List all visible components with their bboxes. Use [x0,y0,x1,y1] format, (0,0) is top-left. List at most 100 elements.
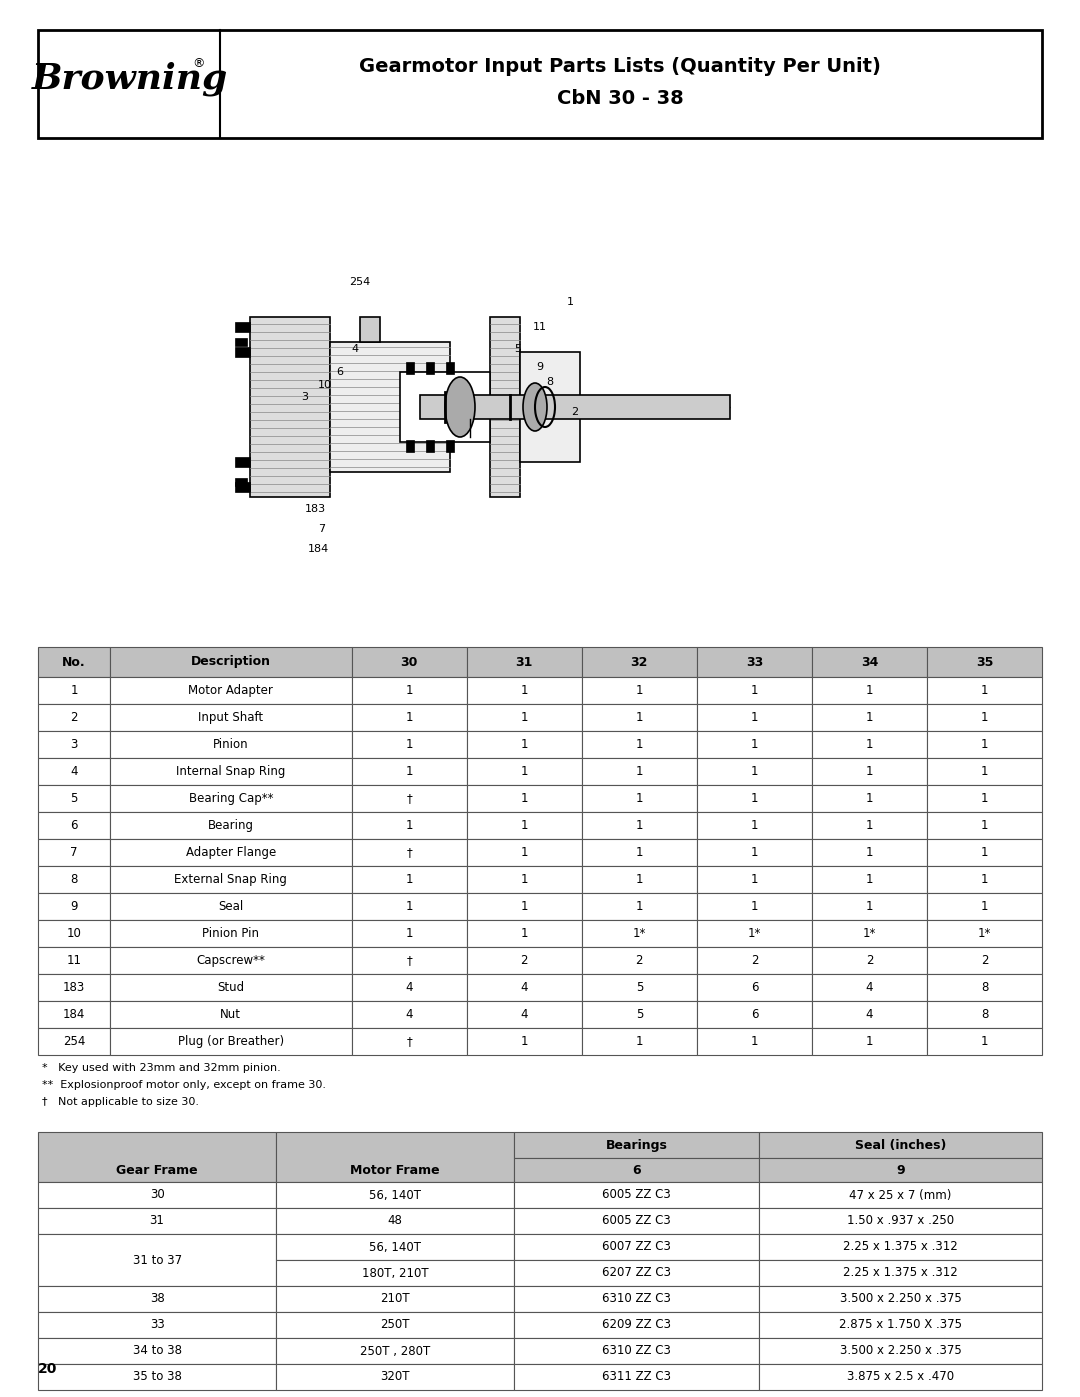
Text: 1: 1 [751,900,758,914]
Bar [582,731,697,759]
Text: 6207 ZZ C3: 6207 ZZ C3 [602,1267,671,1280]
Bar [812,759,927,785]
Bar [927,974,1042,1002]
Text: 1: 1 [405,819,413,833]
Bar [249,317,330,497]
Bar [697,678,812,704]
Text: 5: 5 [514,344,522,353]
Bar [514,1208,759,1234]
Text: 20: 20 [38,1362,57,1376]
Bar [276,1208,514,1234]
Bar [467,921,582,947]
Bar [352,1028,467,1055]
Bar [352,678,467,704]
Bar [582,678,697,704]
Text: 183: 183 [305,504,325,514]
Bar [276,1363,514,1390]
Bar [276,1234,514,1260]
Bar [110,785,352,812]
Bar [467,840,582,866]
Text: 250T: 250T [380,1319,410,1331]
Bar [927,840,1042,866]
Text: **  Explosionproof motor only, except on frame 30.: ** Explosionproof motor only, except on … [42,1080,326,1090]
Text: 184: 184 [63,1009,85,1021]
Bar [38,1182,276,1208]
Ellipse shape [523,383,546,432]
Text: 1: 1 [981,873,988,886]
Bar [420,395,730,419]
Text: 2.875 x 1.750 X .375: 2.875 x 1.750 X .375 [839,1319,962,1331]
Text: 1*: 1* [747,928,761,940]
Text: 6: 6 [337,367,343,377]
Bar [759,1158,1042,1182]
Bar [697,921,812,947]
Text: 250T , 280T: 250T , 280T [360,1344,430,1358]
Text: 2: 2 [636,954,643,967]
Text: 1: 1 [636,900,643,914]
Bar [514,1132,759,1158]
Bar [406,440,414,453]
Text: 33: 33 [746,655,764,669]
Text: 4: 4 [405,981,413,995]
Text: 3.875 x 2.5 x .470: 3.875 x 2.5 x .470 [847,1370,954,1383]
Bar [38,812,110,840]
Bar [110,947,352,974]
Text: Motor Frame: Motor Frame [350,1164,440,1176]
Bar [759,1260,1042,1287]
Text: Seal: Seal [218,900,243,914]
Text: 35: 35 [976,655,994,669]
Text: 56, 140T: 56, 140T [369,1189,421,1201]
Text: 1: 1 [981,847,988,859]
Bar [812,921,927,947]
Text: ®: ® [192,57,204,70]
Bar [759,1208,1042,1234]
Text: Nut: Nut [220,1009,241,1021]
Text: 9: 9 [537,362,543,372]
Text: 10: 10 [67,928,81,940]
Bar [38,785,110,812]
Bar [352,974,467,1002]
Bar [697,866,812,893]
Text: Motor Adapter: Motor Adapter [188,685,273,697]
Text: 1: 1 [405,873,413,886]
Bar [235,321,249,332]
Text: 1: 1 [981,900,988,914]
Bar [110,1002,352,1028]
Bar [38,647,110,678]
Bar [697,947,812,974]
Bar [582,947,697,974]
Text: 10: 10 [318,380,332,390]
Bar [582,812,697,840]
Bar [927,921,1042,947]
Text: 3: 3 [70,738,78,752]
Text: 6310 ZZ C3: 6310 ZZ C3 [603,1292,671,1306]
Text: 1.50 x .937 x .250: 1.50 x .937 x .250 [847,1214,954,1228]
Bar [467,785,582,812]
Text: †: † [406,847,413,859]
Text: 31 to 37: 31 to 37 [133,1253,181,1267]
Bar [697,731,812,759]
Bar [235,338,247,346]
Text: 1: 1 [521,711,528,724]
Bar [927,812,1042,840]
Text: 1: 1 [751,792,758,805]
Text: †   Not applicable to size 30.: † Not applicable to size 30. [42,1097,199,1106]
Text: 11: 11 [67,954,81,967]
Bar [812,1028,927,1055]
Text: 34: 34 [861,655,878,669]
Bar [352,785,467,812]
Bar [697,1002,812,1028]
Bar [582,759,697,785]
Text: 47 x 25 x 7 (mm): 47 x 25 x 7 (mm) [849,1189,951,1201]
Bar [812,704,927,731]
Text: 1: 1 [636,1035,643,1048]
Bar [110,731,352,759]
Text: 1: 1 [981,685,988,697]
Text: Stud: Stud [217,981,244,995]
Bar [38,1338,276,1363]
Bar [697,893,812,921]
Text: 1: 1 [521,738,528,752]
Text: 8: 8 [981,981,988,995]
Bar [110,921,352,947]
Text: 6: 6 [632,1164,640,1176]
